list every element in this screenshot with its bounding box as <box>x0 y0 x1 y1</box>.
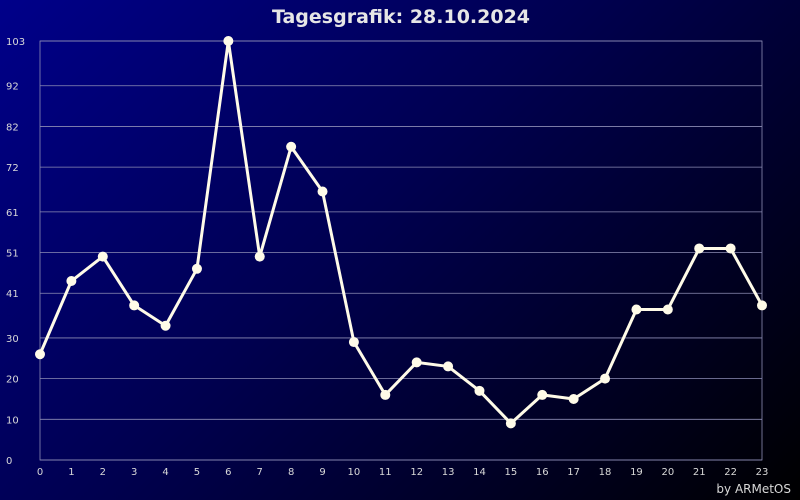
x-tick-label: 23 <box>756 467 769 478</box>
y-tick-label: 61 <box>6 208 19 219</box>
x-axis: 0 1 2 3 4 5 6 7 8 9 10 11 12 13 14 15 16 17 18 19 20 21 22 23 <box>37 467 769 478</box>
data-point <box>129 300 140 311</box>
x-tick-label: 1 <box>68 467 74 478</box>
x-tick-label: 10 <box>348 467 361 478</box>
x-tick-label: 5 <box>194 467 200 478</box>
x-tick-label: 12 <box>410 467 423 478</box>
y-tick-label: 20 <box>6 375 19 386</box>
x-tick-label: 2 <box>100 467 106 478</box>
x-tick-label: 14 <box>473 467 486 478</box>
plot-frame <box>39 40 763 461</box>
x-tick-label: 4 <box>162 467 168 478</box>
x-tick-label: 22 <box>724 467 737 478</box>
data-point <box>160 320 171 331</box>
data-point <box>662 304 673 315</box>
data-point <box>317 186 328 197</box>
y-tick-label: 0 <box>6 456 12 467</box>
data-point <box>537 389 548 400</box>
data-point <box>35 349 45 360</box>
data-point <box>380 389 391 400</box>
x-tick-label: 18 <box>599 467 612 478</box>
x-tick-label: 16 <box>536 467 549 478</box>
data-point <box>694 243 705 254</box>
x-tick-label: 0 <box>37 467 43 478</box>
data-point <box>757 300 767 311</box>
x-tick-label: 9 <box>319 467 325 478</box>
series-line <box>38 39 764 425</box>
x-tick-label: 21 <box>693 467 706 478</box>
data-point <box>97 251 108 262</box>
x-tick-label: 13 <box>442 467 455 478</box>
x-tick-label: 6 <box>225 467 231 478</box>
y-axis: 0 10 20 30 41 51 61 72 82 92 103 <box>6 37 25 467</box>
y-tick-label: 10 <box>6 415 19 426</box>
y-tick-label: 72 <box>6 163 19 174</box>
y-tick-label: 103 <box>6 37 25 48</box>
x-tick-label: 11 <box>379 467 392 478</box>
x-tick-label: 7 <box>257 467 263 478</box>
x-tick-label: 3 <box>131 467 137 478</box>
x-tick-label: 19 <box>630 467 643 478</box>
data-point <box>505 418 516 429</box>
credit-label: by ARMetOS <box>716 482 791 496</box>
chart-title: Tagesgrafik: 28.10.2024 <box>272 6 530 28</box>
y-tick-label: 41 <box>6 289 19 300</box>
data-point <box>254 251 265 262</box>
y-tick-label: 30 <box>6 334 19 345</box>
data-point <box>725 243 736 254</box>
data-point <box>568 393 579 404</box>
x-tick-label: 15 <box>505 467 518 478</box>
x-tick-label: 20 <box>661 467 674 478</box>
x-tick-label: 8 <box>288 467 294 478</box>
data-point <box>631 304 642 315</box>
data-point <box>223 36 234 46</box>
data-series <box>35 36 767 429</box>
x-tick-label: 17 <box>567 467 580 478</box>
data-point <box>600 373 611 384</box>
data-point <box>286 141 297 152</box>
data-point <box>411 357 422 368</box>
data-point <box>191 263 202 274</box>
data-point <box>443 361 454 372</box>
y-tick-label: 51 <box>6 249 19 260</box>
data-point <box>348 337 359 348</box>
data-point <box>66 276 77 287</box>
y-tick-label: 92 <box>6 82 19 93</box>
grid <box>39 40 763 461</box>
y-tick-label: 82 <box>6 122 19 133</box>
data-point <box>474 385 485 396</box>
